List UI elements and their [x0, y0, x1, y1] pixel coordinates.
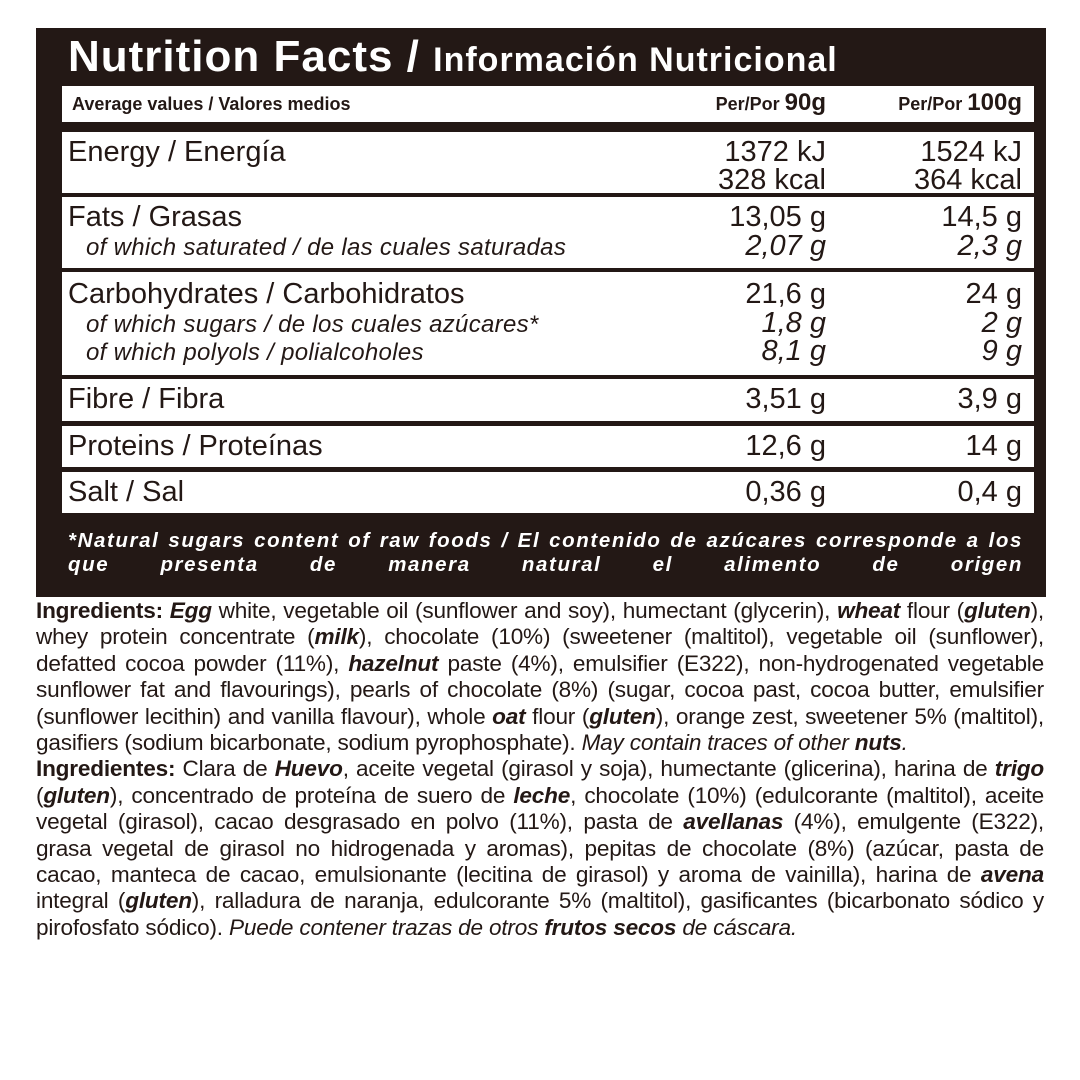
row-value-90g: 21,6 g — [745, 278, 826, 310]
row-label: Carbohydrates / Carbohidratos — [68, 278, 465, 310]
header-label: Average values / Valores medios — [72, 94, 351, 114]
row-value-100g: 1524 kJ — [920, 136, 1022, 168]
row-value-100g: 14 g — [965, 430, 1022, 462]
ingredients-heading: Ingredientes: — [36, 756, 183, 782]
ingredients-text: ( — [36, 782, 44, 808]
row-value-90g: 3,51 g — [745, 383, 826, 415]
ingredients-text: ), whey protein concentrate ( — [36, 598, 1044, 650]
allergen-text: gluten — [43, 782, 110, 808]
ingredients-text: (4%), emulgente (E322), grasa vegetal de… — [36, 809, 1044, 888]
ingredients-text: ), orange zest, sweetener 5% (maltitol),… — [36, 703, 1044, 756]
subrow-label: of which saturated / de las cuales satur… — [86, 234, 567, 261]
row-label: Salt / Sal — [68, 476, 185, 508]
subrow-value-100g: 2,3 g — [957, 230, 1023, 262]
allergen-text: leche — [513, 782, 571, 808]
title-es: Información Nutricional — [433, 41, 838, 79]
ingredients-text: , aceite vegetal (girasol y soja), humec… — [342, 756, 995, 782]
allergen-text: avena — [980, 862, 1044, 888]
ingredients-text: ), ralladura de naranja, edulcorante 5% … — [36, 888, 1045, 940]
nutrition-table: Average values / Valores medios Per/Por … — [62, 86, 1034, 519]
allergen-text: nuts — [854, 730, 902, 756]
allergen-text: Egg — [169, 598, 212, 623]
row-value-100g: 24 g — [965, 278, 1022, 310]
ingredients-text: white, vegetable oil (sunflower and soy)… — [211, 598, 838, 623]
subrow-label: of which sugars / de los cuales azúcares… — [86, 311, 539, 338]
col1-prefix: Per/Por — [715, 94, 785, 114]
row-value-100g: 14,5 g — [941, 201, 1022, 233]
ingredients-text: integral ( — [36, 888, 126, 914]
row-label: Fibre / Fibra — [68, 383, 225, 415]
subrow-value-90g: 2,07 g — [745, 230, 826, 262]
table-row-salt: Salt / Sal 0,36 g 0,4 g — [62, 472, 1034, 513]
subrow-value-100g: 9 g — [981, 335, 1022, 367]
footnote: *Natural sugars content of raw foods / E… — [68, 529, 1023, 576]
table-header-row: Average values / Valores medios Per/Por … — [62, 86, 1034, 122]
subrow-value-90g: 8,1 g — [761, 335, 827, 367]
row-value-90g-kcal: 328 kcal — [717, 164, 826, 196]
table-row-energy: Energy / Energía 1372 kJ 1524 kJ 328 kca… — [62, 132, 1034, 196]
row-value-100g-kcal: 364 kcal — [913, 164, 1022, 196]
table-row-carbohydrates: Carbohydrates / Carbohidratos 21,6 g 24 … — [62, 272, 1034, 375]
allergen-text: gluten — [589, 703, 656, 729]
allergen-text: frutos secos — [544, 914, 677, 940]
ingredients-heading: Ingredients: — [36, 598, 170, 623]
ingredients-spanish: Ingredientes: Clara de Huevo, aceite veg… — [36, 756, 1044, 941]
row-value-100g: 3,9 g — [957, 383, 1023, 415]
subrow-value-100g: 2 g — [981, 307, 1022, 339]
row-value-90g: 0,36 g — [745, 476, 826, 508]
row-value-90g: 13,05 g — [729, 201, 826, 233]
allergen-text: avellanas — [683, 809, 784, 835]
allergen-text: oat — [492, 703, 526, 729]
allergen-text: milk — [314, 624, 359, 650]
ingredients-section: Ingredients: Egg white, vegetable oil (s… — [36, 598, 1044, 941]
ingredients-text: May contain traces of other — [581, 730, 855, 756]
title-separator: / — [393, 32, 434, 81]
ingredients-text: flour ( — [900, 598, 965, 623]
ingredients-text: ), chocolate (10%) (sweetener (maltitol)… — [36, 624, 1044, 676]
ingredients-text: ), concentrado de proteína de suero de — [109, 782, 514, 808]
ingredients-text: de cáscara. — [676, 914, 797, 940]
ingredients-text: , chocolate (10%) (edulcorante (maltitol… — [36, 782, 1044, 835]
ingredients-text: . — [901, 730, 908, 756]
allergen-text: gluten — [125, 888, 192, 914]
col2-prefix: Per/Por — [898, 94, 968, 114]
table-row-fibre: Fibre / Fibra 3,51 g 3,9 g — [62, 379, 1034, 421]
ingredients-text: Puede contener trazas de otros — [228, 914, 545, 940]
col1-amount: 90g — [784, 89, 826, 116]
subrow-value-90g: 1,8 g — [761, 307, 827, 339]
table-row-fats: Fats / Grasas 13,05 g 14,5 g of which sa… — [62, 197, 1034, 268]
ingredients-text: flour ( — [525, 703, 590, 729]
nutrition-facts-panel: Nutrition Facts / Información Nutriciona… — [36, 28, 1046, 597]
ingredients-text: Clara de — [182, 756, 275, 782]
allergen-text: trigo — [994, 756, 1044, 782]
row-label: Fats / Grasas — [68, 201, 243, 233]
allergen-text: hazelnut — [348, 650, 439, 676]
ingredients-english: Ingredients: Egg white, vegetable oil (s… — [36, 598, 1044, 756]
title-en: Nutrition Facts — [68, 32, 394, 81]
allergen-text: wheat — [837, 598, 901, 623]
row-value-100g: 0,4 g — [957, 476, 1023, 508]
nutrition-title: Nutrition Facts / Información Nutriciona… — [68, 32, 838, 82]
allergen-text: Huevo — [274, 756, 343, 782]
ingredients-text: paste (4%), emulsifier (E322), non-hydro… — [36, 650, 1044, 729]
row-label: Proteins / Proteínas — [68, 430, 323, 462]
row-value-90g: 1372 kJ — [724, 136, 826, 168]
row-label: Energy / Energía — [68, 136, 286, 168]
subrow-label: of which polyols / polialcoholes — [86, 339, 424, 366]
row-value-90g: 12,6 g — [745, 430, 826, 462]
col2-amount: 100g — [967, 89, 1022, 116]
allergen-text: gluten — [964, 598, 1031, 623]
table-row-proteins: Proteins / Proteínas 12,6 g 14 g — [62, 426, 1034, 467]
